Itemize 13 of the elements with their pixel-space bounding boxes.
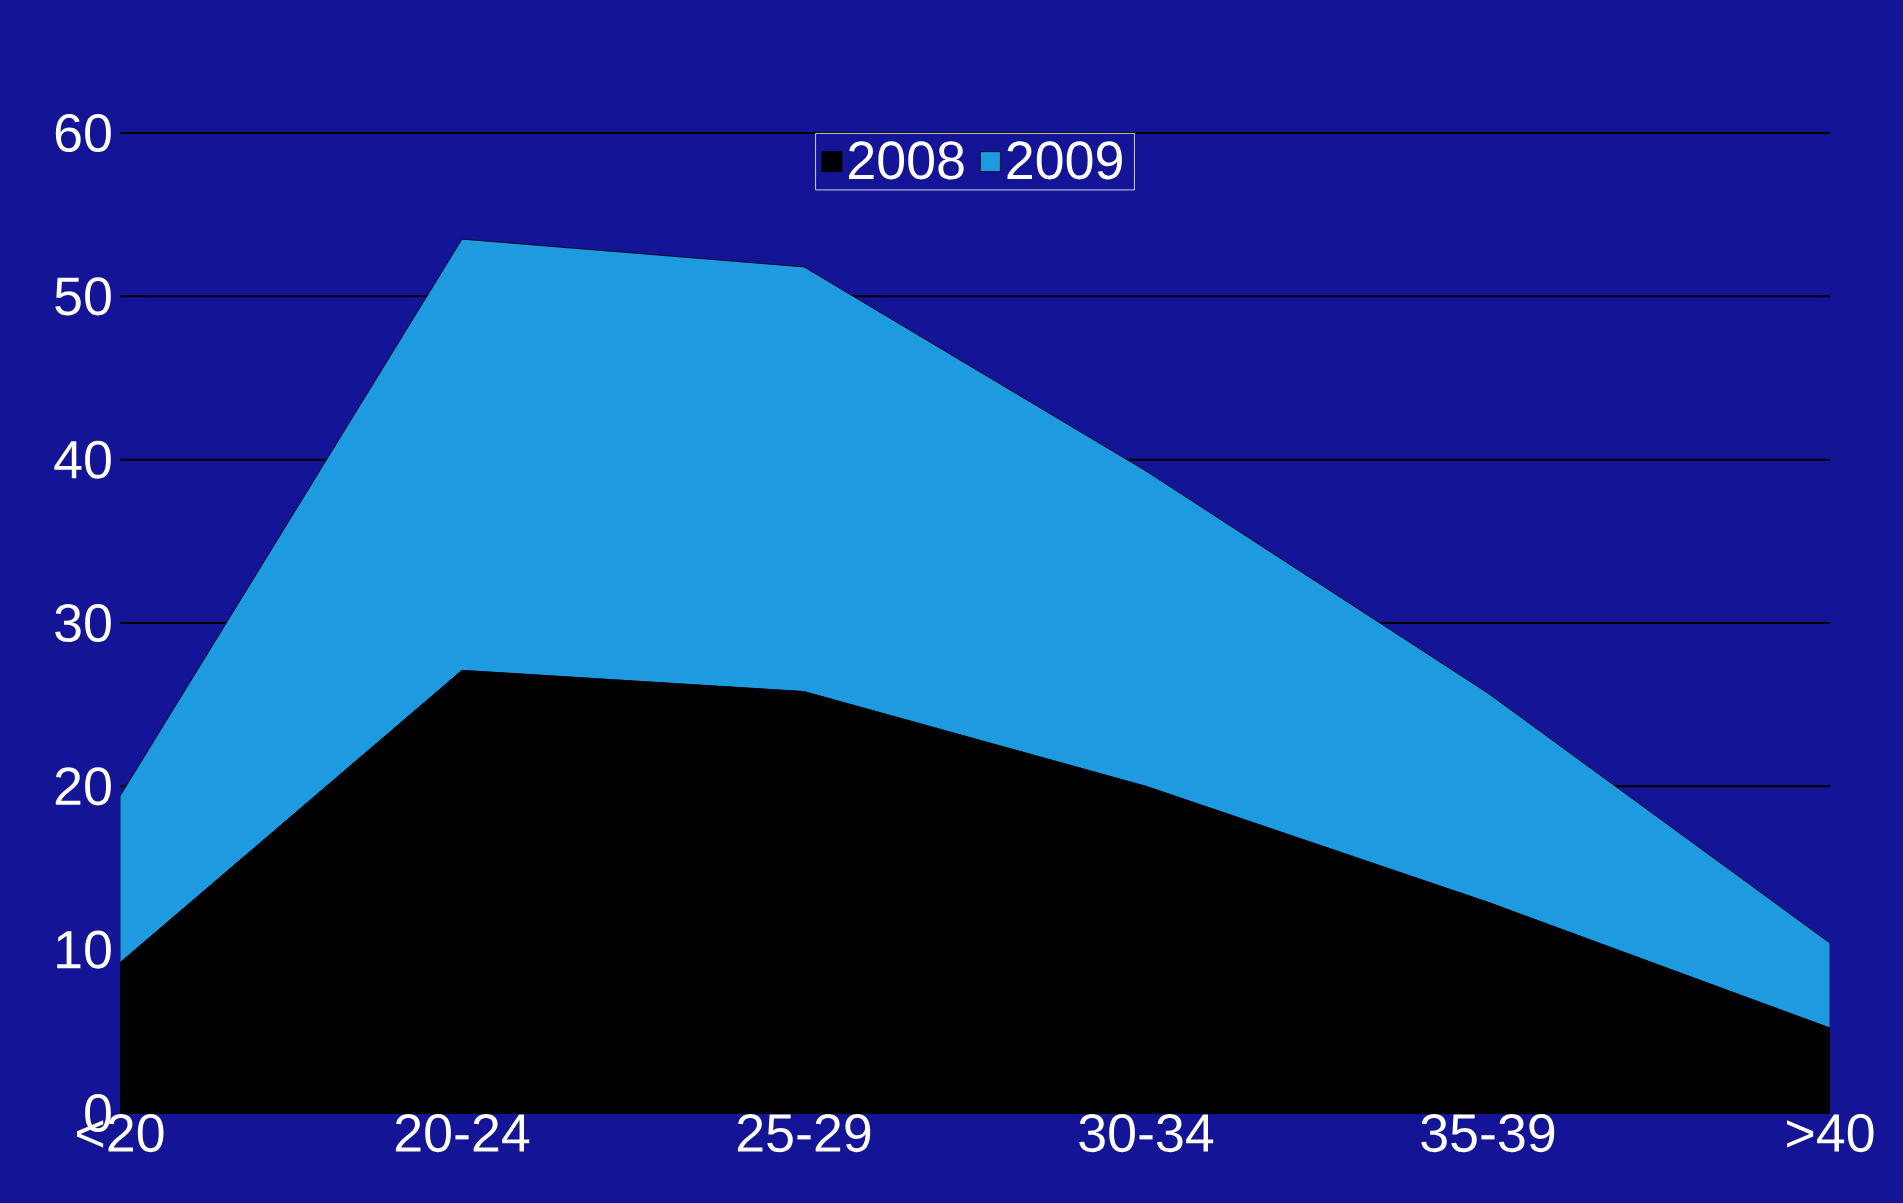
y-tick-label: 10 [57,930,111,969]
y-tick-label: 60 [55,113,111,153]
y-tick-label: 20 [55,767,111,806]
x-tick-label: 20-24 [395,1114,530,1153]
y-tick-label: 30 [55,603,111,643]
legend-label: 2008 [849,141,964,180]
x-tick-label: >40 [1787,1114,1874,1153]
y-tick-label: 50 [55,277,111,316]
legend-label: 2009 [1007,141,1122,180]
y-tick-label: 40 [54,440,111,479]
x-tick-label: 25-29 [737,1114,871,1153]
x-tick-label: 35-39 [1421,1114,1555,1153]
x-tick-label: 30-34 [1079,1114,1214,1153]
